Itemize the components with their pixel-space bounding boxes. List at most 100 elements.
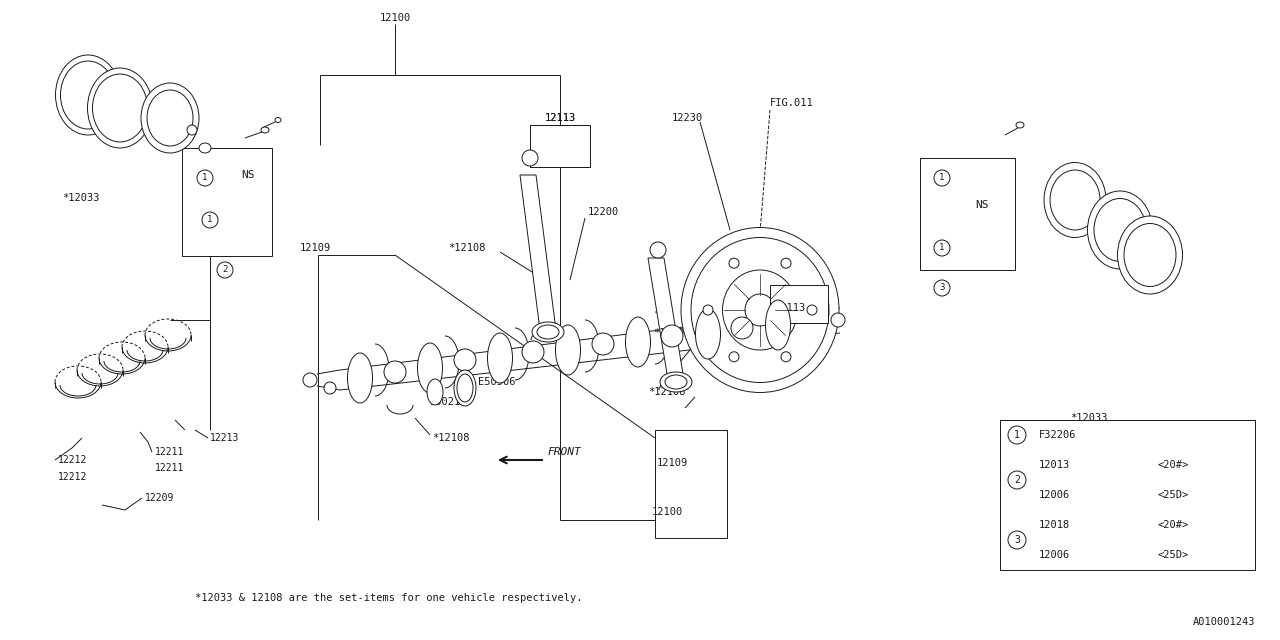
Ellipse shape: [722, 270, 797, 350]
Ellipse shape: [765, 300, 791, 350]
Ellipse shape: [522, 150, 538, 166]
Text: 12211: 12211: [155, 463, 184, 473]
Ellipse shape: [457, 374, 474, 402]
Ellipse shape: [1117, 216, 1183, 294]
Circle shape: [934, 170, 950, 186]
Text: 12013: 12013: [1039, 460, 1070, 470]
Text: *12108: *12108: [448, 243, 485, 253]
Text: 12109: 12109: [657, 458, 689, 468]
Ellipse shape: [691, 237, 829, 383]
Ellipse shape: [745, 294, 774, 326]
Ellipse shape: [1016, 122, 1024, 128]
Text: <25D>: <25D>: [1157, 490, 1188, 500]
Ellipse shape: [187, 125, 197, 135]
Circle shape: [934, 280, 950, 296]
Ellipse shape: [1044, 163, 1106, 237]
Circle shape: [197, 170, 212, 186]
Text: 1: 1: [940, 243, 945, 253]
Text: A010001243: A010001243: [1193, 617, 1254, 627]
Ellipse shape: [324, 382, 335, 394]
Ellipse shape: [730, 352, 739, 362]
Bar: [920, 158, 1015, 270]
Ellipse shape: [666, 375, 687, 389]
Text: F32206: F32206: [1039, 430, 1076, 440]
Text: 3: 3: [940, 284, 945, 292]
Text: E50506: E50506: [477, 377, 516, 387]
Ellipse shape: [695, 309, 721, 359]
Ellipse shape: [454, 370, 476, 406]
Text: NS: NS: [241, 170, 255, 180]
Ellipse shape: [522, 341, 544, 363]
Text: *12033: *12033: [61, 193, 100, 203]
Text: 2: 2: [223, 266, 228, 275]
Text: 1: 1: [1014, 430, 1020, 440]
Text: *12108: *12108: [433, 433, 470, 443]
Text: 12006: 12006: [1039, 550, 1070, 560]
Bar: [655, 430, 727, 538]
Text: <20#>: <20#>: [1157, 460, 1188, 470]
Ellipse shape: [781, 258, 791, 268]
Circle shape: [202, 212, 218, 228]
Bar: [182, 148, 273, 256]
Text: FRONT: FRONT: [548, 447, 581, 457]
Bar: [771, 285, 828, 323]
Text: 12200: 12200: [588, 207, 620, 217]
Text: 3: 3: [1014, 535, 1020, 545]
Ellipse shape: [428, 379, 443, 405]
Text: 12018: 12018: [1039, 520, 1070, 530]
Ellipse shape: [92, 74, 147, 142]
Ellipse shape: [1050, 170, 1100, 230]
Text: FIG.011: FIG.011: [771, 98, 814, 108]
Text: 1: 1: [940, 173, 945, 182]
Ellipse shape: [147, 90, 193, 146]
Text: 12113: 12113: [774, 303, 806, 313]
Text: 12212: 12212: [58, 455, 87, 465]
Ellipse shape: [198, 143, 211, 153]
Ellipse shape: [731, 317, 753, 339]
Text: 12212: 12212: [58, 472, 87, 482]
Text: *12033: *12033: [1070, 413, 1107, 423]
Polygon shape: [648, 258, 684, 380]
Text: 12213: 12213: [210, 433, 239, 443]
Ellipse shape: [417, 343, 443, 393]
Text: 1: 1: [202, 173, 207, 182]
Text: 2: 2: [1014, 475, 1020, 485]
Ellipse shape: [141, 83, 198, 153]
Text: <25D>: <25D>: [1157, 550, 1188, 560]
Text: 12113: 12113: [544, 113, 576, 123]
Text: 13021: 13021: [430, 397, 461, 407]
Ellipse shape: [650, 242, 666, 258]
Text: 12100: 12100: [379, 13, 411, 23]
Circle shape: [934, 240, 950, 256]
Bar: [530, 125, 590, 167]
Ellipse shape: [532, 322, 564, 342]
Ellipse shape: [1094, 198, 1146, 262]
Text: 1: 1: [207, 216, 212, 225]
Ellipse shape: [781, 352, 791, 362]
Text: 12113: 12113: [544, 113, 576, 123]
Circle shape: [218, 262, 233, 278]
Text: 12230: 12230: [672, 113, 703, 123]
Text: <20#>: <20#>: [1157, 520, 1188, 530]
Text: *12108: *12108: [653, 328, 690, 338]
Bar: [530, 125, 590, 167]
Ellipse shape: [730, 258, 739, 268]
Ellipse shape: [556, 325, 581, 375]
Circle shape: [1009, 531, 1027, 549]
Text: *12108: *12108: [648, 387, 686, 397]
Ellipse shape: [384, 361, 406, 383]
Ellipse shape: [454, 349, 476, 371]
Ellipse shape: [303, 373, 317, 387]
Ellipse shape: [60, 61, 115, 129]
Bar: [1000, 420, 1254, 570]
Text: 12109: 12109: [300, 243, 332, 253]
Ellipse shape: [703, 305, 713, 315]
Text: 12209: 12209: [145, 493, 174, 503]
Ellipse shape: [55, 55, 120, 135]
Ellipse shape: [591, 333, 614, 355]
Ellipse shape: [806, 305, 817, 315]
Polygon shape: [520, 175, 556, 330]
Ellipse shape: [87, 68, 152, 148]
Text: *12033 & 12108 are the set-items for one vehicle respectively.: *12033 & 12108 are the set-items for one…: [195, 593, 582, 603]
Ellipse shape: [347, 353, 372, 403]
